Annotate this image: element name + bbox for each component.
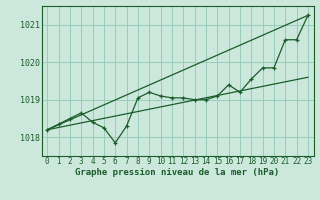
X-axis label: Graphe pression niveau de la mer (hPa): Graphe pression niveau de la mer (hPa) (76, 168, 280, 177)
